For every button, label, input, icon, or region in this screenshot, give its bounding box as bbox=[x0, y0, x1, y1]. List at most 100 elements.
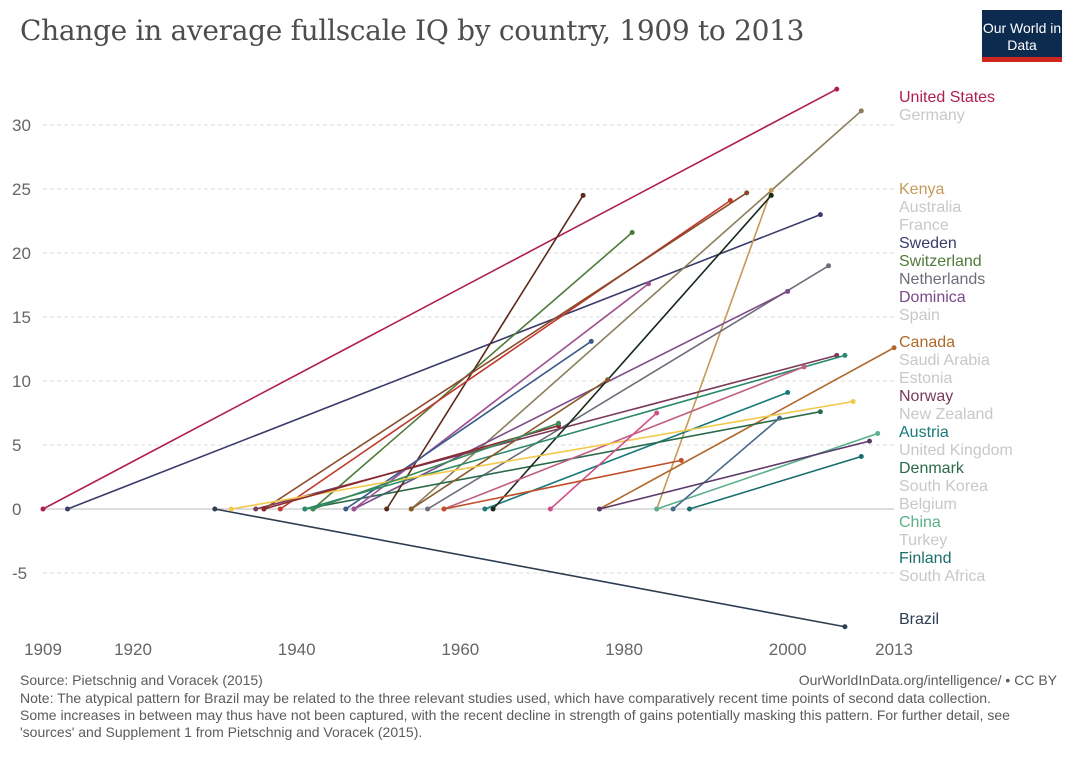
country-label: Netherlands bbox=[899, 271, 985, 288]
series-line bbox=[263, 192, 748, 510]
series-line bbox=[214, 508, 846, 628]
y-tick-label: 25 bbox=[12, 180, 31, 199]
data-point bbox=[891, 345, 897, 351]
series-united-states bbox=[40, 86, 840, 512]
country-label: Dominica bbox=[899, 289, 966, 306]
country-label: China bbox=[899, 514, 941, 531]
series-sweden bbox=[65, 212, 823, 512]
chart-title: Change in average fullscale IQ by countr… bbox=[20, 14, 805, 47]
data-point bbox=[629, 230, 635, 236]
data-point bbox=[228, 506, 234, 512]
source-text: Source: Pietschnig and Voracek (2015) bbox=[20, 672, 263, 688]
series-line bbox=[549, 412, 658, 510]
data-point bbox=[277, 506, 283, 512]
series-finland bbox=[686, 454, 864, 512]
site-link[interactable]: OurWorldInData.org/intelligence/ • CC BY bbox=[798, 672, 1057, 688]
data-point bbox=[261, 506, 267, 512]
series-unlabeled-24 bbox=[670, 415, 782, 512]
x-tick-label: 1960 bbox=[441, 640, 479, 659]
series-unlabeled-16 bbox=[261, 190, 750, 512]
country-label: Canada bbox=[899, 334, 955, 351]
faded-country-label: Australia bbox=[899, 199, 961, 216]
faded-country-label: Spain bbox=[899, 307, 940, 324]
series-line bbox=[443, 459, 682, 510]
series-line bbox=[427, 265, 829, 510]
data-point bbox=[678, 457, 684, 463]
series-line bbox=[599, 440, 870, 510]
series-unlabeled-29 bbox=[596, 438, 872, 512]
data-point bbox=[834, 86, 840, 92]
series-line bbox=[304, 354, 846, 510]
faded-country-label: Saudi Arabia bbox=[899, 352, 990, 369]
series-line bbox=[492, 194, 772, 510]
series-unlabeled-27 bbox=[310, 420, 562, 512]
data-point bbox=[302, 506, 308, 512]
faded-country-label: Estonia bbox=[899, 370, 952, 387]
faded-country-label: New Zealand bbox=[899, 406, 993, 423]
series-line bbox=[42, 88, 838, 510]
series-unlabeled-25 bbox=[547, 410, 660, 512]
series-line bbox=[386, 194, 584, 510]
data-point bbox=[776, 415, 782, 421]
data-point bbox=[727, 198, 733, 204]
data-point bbox=[482, 506, 488, 512]
series-line bbox=[410, 379, 609, 510]
series-line bbox=[443, 366, 805, 510]
data-point bbox=[556, 420, 562, 426]
data-point bbox=[310, 506, 316, 512]
y-tick-label: 20 bbox=[12, 244, 31, 263]
series-unlabeled-23 bbox=[228, 398, 856, 512]
country-label: United States bbox=[899, 89, 995, 106]
data-point bbox=[654, 410, 660, 416]
data-point bbox=[547, 506, 553, 512]
data-point bbox=[850, 398, 856, 404]
data-point bbox=[343, 506, 349, 512]
faded-country-label: France bbox=[899, 217, 949, 234]
country-label: Switzerland bbox=[899, 253, 982, 270]
faded-country-label: Turkey bbox=[899, 532, 947, 549]
series-line bbox=[231, 400, 854, 510]
data-point bbox=[441, 506, 447, 512]
y-tick-label: 15 bbox=[12, 308, 31, 327]
data-point bbox=[65, 506, 71, 512]
series-line bbox=[312, 422, 559, 510]
series-unlabeled-22 bbox=[408, 377, 611, 512]
data-point bbox=[842, 352, 848, 358]
faded-country-label: Germany bbox=[899, 107, 965, 124]
series-unlabeled-19 bbox=[343, 338, 594, 512]
data-point bbox=[768, 187, 774, 193]
series-line bbox=[353, 290, 789, 510]
series-line bbox=[656, 432, 878, 510]
series-unlabeled-17 bbox=[490, 192, 774, 512]
data-point bbox=[768, 192, 774, 198]
y-tick-label: -5 bbox=[12, 564, 27, 583]
faded-country-label: South Africa bbox=[899, 568, 985, 585]
x-tick-label: 1940 bbox=[278, 640, 316, 659]
series-line bbox=[304, 410, 821, 510]
data-point bbox=[580, 192, 586, 198]
y-tick-label: 10 bbox=[12, 372, 31, 391]
series-unlabeled-18 bbox=[351, 281, 652, 512]
data-point bbox=[858, 454, 864, 460]
country-label: Kenya bbox=[899, 181, 944, 198]
data-point bbox=[425, 506, 431, 512]
owid-logo[interactable]: Our World in Data bbox=[982, 10, 1062, 62]
x-tick-label: 1909 bbox=[24, 640, 62, 659]
data-point bbox=[596, 506, 602, 512]
data-point bbox=[858, 108, 864, 114]
data-point bbox=[253, 506, 259, 512]
data-point bbox=[40, 506, 46, 512]
data-point bbox=[875, 430, 881, 436]
country-label: Sweden bbox=[899, 235, 957, 252]
series-brazil bbox=[212, 506, 848, 630]
data-point bbox=[826, 263, 832, 269]
series-unlabeled-28 bbox=[441, 457, 684, 512]
y-tick-label: 30 bbox=[12, 116, 31, 135]
y-tick-label: 0 bbox=[12, 500, 21, 519]
data-point bbox=[686, 506, 692, 512]
series-line bbox=[345, 340, 592, 510]
data-point bbox=[605, 377, 611, 383]
data-point bbox=[866, 438, 872, 444]
